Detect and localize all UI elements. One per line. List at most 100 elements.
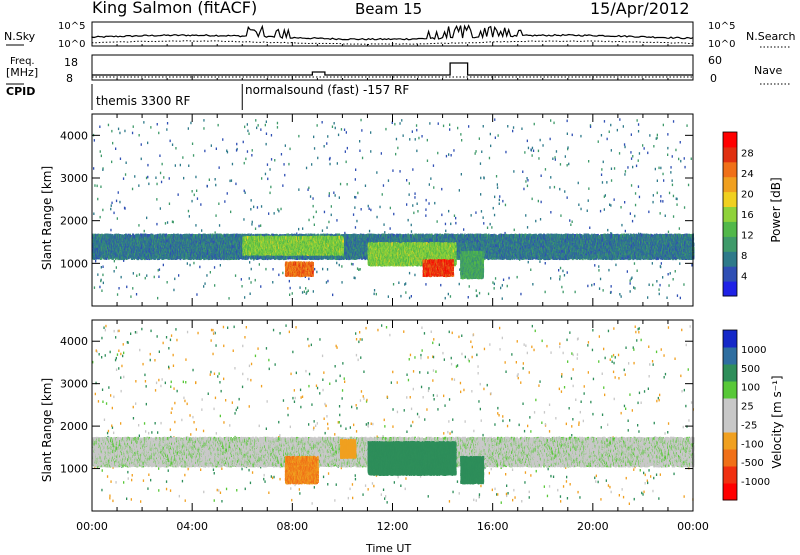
power-scatter-cell — [270, 186, 271, 189]
power-scatter-cell — [139, 273, 140, 276]
power-scatter-cell — [538, 200, 539, 203]
power-scatter-cell — [564, 274, 565, 277]
power-scatter-cell — [173, 221, 174, 224]
power-scatter-cell — [680, 160, 681, 163]
power-scatter-cell — [499, 199, 500, 202]
power-scatter-cell — [588, 199, 589, 202]
power-scatter-cell — [403, 134, 404, 137]
power-scatter-cell — [631, 184, 632, 187]
power-scatter-cell — [483, 176, 484, 179]
power-scatter-cell — [409, 138, 410, 141]
power-scatter-cell — [598, 140, 599, 143]
nsky-line — [92, 26, 693, 40]
power-scatter-cell — [631, 277, 632, 280]
power-scatter-cell — [663, 179, 664, 182]
power-scatter-cell — [619, 293, 620, 296]
power-scatter-cell — [359, 150, 360, 153]
power-scatter-cell — [304, 291, 305, 294]
power-scatter-cell — [494, 196, 495, 199]
power-scatter-cell — [411, 224, 412, 227]
power-scatter-cell — [355, 169, 356, 172]
power-scatter-cell — [215, 178, 216, 181]
power-scatter-cell — [497, 186, 498, 189]
power-scatter-cell — [284, 174, 285, 177]
power-scatter-cell — [282, 272, 283, 275]
power-scatter-cell — [559, 278, 560, 281]
power-scatter-cell — [197, 197, 198, 200]
power-scatter-cell — [614, 198, 615, 201]
power-scatter-cell — [445, 297, 446, 300]
power-scatter-cell — [634, 215, 635, 218]
power-scatter-cell — [603, 161, 604, 164]
power-scatter-cell — [600, 210, 601, 213]
power-scatter-cell — [625, 230, 626, 233]
power-scatter-cell — [302, 291, 303, 294]
power-scatter-cell — [680, 141, 681, 144]
power-scatter-cell — [204, 282, 205, 285]
power-scatter-cell — [329, 157, 330, 160]
power-scatter-cell — [180, 164, 181, 167]
power-scatter-cell — [606, 181, 607, 184]
power-scatter-cell — [673, 278, 674, 281]
power-scatter-cell — [454, 215, 455, 218]
power-scatter-cell — [425, 208, 426, 211]
power-scatter-cell — [328, 221, 329, 224]
power-scatter-cell — [614, 167, 615, 170]
power-scatter-cell — [550, 277, 551, 280]
power-scatter-cell — [528, 261, 529, 264]
power-scatter-cell — [101, 290, 102, 293]
power-scatter-cell — [376, 171, 377, 174]
power-scatter-cell — [340, 183, 341, 186]
power-scatter-cell — [214, 284, 215, 287]
power-scatter-cell — [162, 163, 163, 166]
power-scatter-cell — [513, 126, 514, 129]
power-scatter-cell — [429, 122, 430, 125]
power-scatter-cell — [632, 166, 633, 169]
power-scatter-cell — [93, 167, 94, 170]
power-scatter-cell — [513, 170, 514, 173]
power-scatter-cell — [314, 268, 315, 271]
power-scatter-cell — [601, 174, 602, 177]
power-scatter-cell — [575, 291, 576, 294]
power-scatter-cell — [388, 179, 389, 182]
power-scatter-cell — [167, 122, 168, 125]
power-scatter-cell — [587, 210, 588, 213]
power-scatter-cell — [619, 152, 620, 155]
power-scatter-cell — [668, 284, 669, 287]
power-scatter-cell — [354, 196, 355, 199]
power-scatter-cell — [498, 134, 499, 137]
power-scatter-cell — [531, 149, 532, 152]
power-scatter-cell — [535, 220, 536, 223]
power-scatter-cell — [653, 145, 654, 148]
power-scatter-cell — [427, 139, 428, 142]
power-scatter-cell — [97, 185, 98, 188]
power-scatter-cell — [633, 286, 634, 289]
power-scatter-cell — [357, 192, 358, 195]
power-scatter-cell — [677, 294, 678, 297]
power-scatter-cell — [627, 270, 628, 273]
power-scatter-cell — [341, 128, 342, 131]
power-scatter-cell — [563, 291, 564, 294]
power-scatter-cell — [441, 188, 442, 191]
power-scatter-cell — [110, 208, 111, 211]
power-scatter-cell — [660, 266, 661, 269]
power-scatter-cell — [313, 136, 314, 139]
power-scatter-cell — [611, 168, 612, 171]
power-scatter-cell — [559, 188, 560, 191]
power-scatter-cell — [298, 228, 299, 231]
power-scatter-cell — [298, 188, 299, 191]
power-scatter-cell — [655, 168, 656, 171]
power-scatter-cell — [383, 223, 384, 226]
power-scatter-cell — [463, 228, 464, 231]
power-scatter-cell — [450, 295, 451, 298]
power-scatter-cell — [417, 203, 418, 206]
power-scatter-cell — [102, 274, 103, 277]
power-scatter-cell — [508, 277, 509, 280]
power-scatter-cell — [369, 230, 370, 233]
power-scatter-cell — [100, 280, 101, 283]
power-scatter-cell — [602, 181, 603, 184]
power-scatter-cell — [310, 195, 311, 198]
power-scatter-cell — [567, 133, 568, 136]
power-scatter-cell — [568, 163, 569, 166]
power-scatter-cell — [247, 130, 248, 133]
